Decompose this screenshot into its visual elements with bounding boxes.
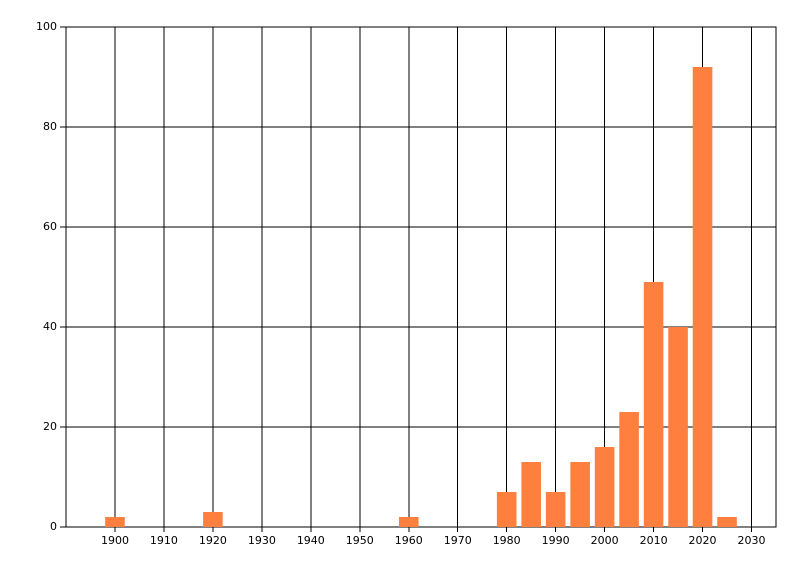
bar	[570, 462, 590, 527]
bar	[619, 412, 639, 527]
plot-frame	[65, 26, 777, 528]
bar	[521, 462, 541, 527]
bar	[594, 447, 615, 527]
x-tick-label: 1970	[444, 534, 472, 547]
y-tick-label: 40	[43, 320, 57, 333]
x-tick-label: 2000	[591, 534, 619, 547]
bar	[203, 512, 223, 527]
x-tick-label: 1920	[199, 534, 227, 547]
y-tick-label: 100	[36, 20, 57, 33]
bar	[643, 282, 664, 527]
bar	[398, 517, 419, 527]
x-tick-label: 1980	[493, 534, 521, 547]
x-tick-label: 1990	[542, 534, 570, 547]
y-tick-label: 0	[50, 520, 57, 533]
x-tick-label: 2010	[640, 534, 668, 547]
x-tick-label: 2020	[689, 534, 717, 547]
y-tick-label: 20	[43, 420, 57, 433]
y-tick-label: 60	[43, 220, 57, 233]
x-tick-label: 1910	[150, 534, 178, 547]
bar	[692, 67, 713, 527]
y-tick-label: 80	[43, 120, 57, 133]
bar	[668, 327, 688, 527]
bar	[105, 517, 125, 527]
x-tick-label: 1900	[101, 534, 129, 547]
bar	[717, 517, 737, 527]
x-tick-label: 1940	[297, 534, 325, 547]
x-tick-label: 1950	[346, 534, 374, 547]
bar	[545, 492, 566, 527]
x-tick-label: 2030	[738, 534, 766, 547]
x-tick-label: 1930	[248, 534, 276, 547]
bar	[496, 492, 517, 527]
x-tick-label: 1960	[395, 534, 423, 547]
